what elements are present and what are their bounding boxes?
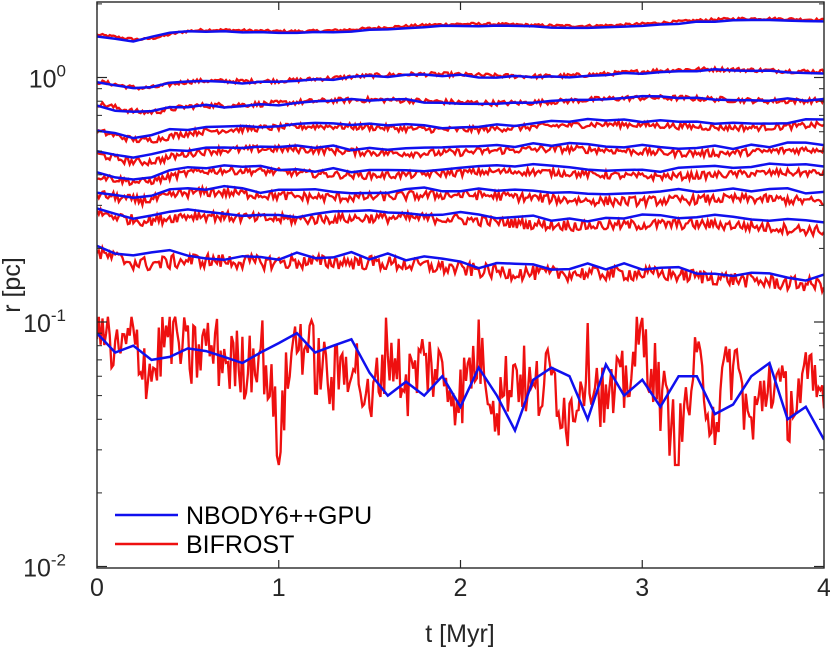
y-tick-label: 10-1	[23, 306, 66, 338]
nbody-radius-line	[97, 207, 824, 224]
bifrost-radius-line	[97, 183, 824, 211]
y-axis-label: r [pc]	[0, 257, 26, 313]
y-tick-label: 100	[29, 62, 66, 94]
nbody-radius-line	[97, 184, 824, 199]
legend-label-nbody: NBODY6++GPU	[186, 502, 372, 530]
bifrost-core-radius-line	[97, 316, 824, 467]
nbody-radius-line	[97, 94, 824, 114]
nbody-radius-line	[97, 244, 824, 282]
x-tick-label: 0	[90, 574, 104, 602]
plot-area	[97, 2, 824, 568]
nbody-radius-line	[97, 18, 824, 43]
y-tick-label: 10-2	[23, 551, 66, 583]
x-tick-label: 3	[635, 574, 649, 602]
bifrost-radius-line	[97, 205, 824, 239]
bifrost-radius-line	[97, 164, 824, 187]
ticks-layer: 0 1 2 3 4 10-2 10-1 100	[23, 2, 830, 602]
x-tick-label: 1	[272, 574, 286, 602]
nbody-core-radius-line	[97, 331, 824, 441]
bifrost-radius-line	[97, 142, 824, 168]
legend: NBODY6++GPU BIFROST	[115, 502, 372, 559]
legend-label-bifrost: BIFROST	[186, 531, 294, 559]
x-axis-label: t [Myr]	[425, 620, 494, 648]
x-tick-label: 2	[454, 574, 468, 602]
nbody-radius-line	[97, 117, 824, 140]
x-tick-label: 4	[817, 574, 830, 602]
nbody-radius-line	[97, 141, 824, 159]
nbody-radius-line	[97, 67, 824, 90]
series-layer	[97, 16, 824, 467]
nbody-radius-line	[97, 162, 824, 181]
